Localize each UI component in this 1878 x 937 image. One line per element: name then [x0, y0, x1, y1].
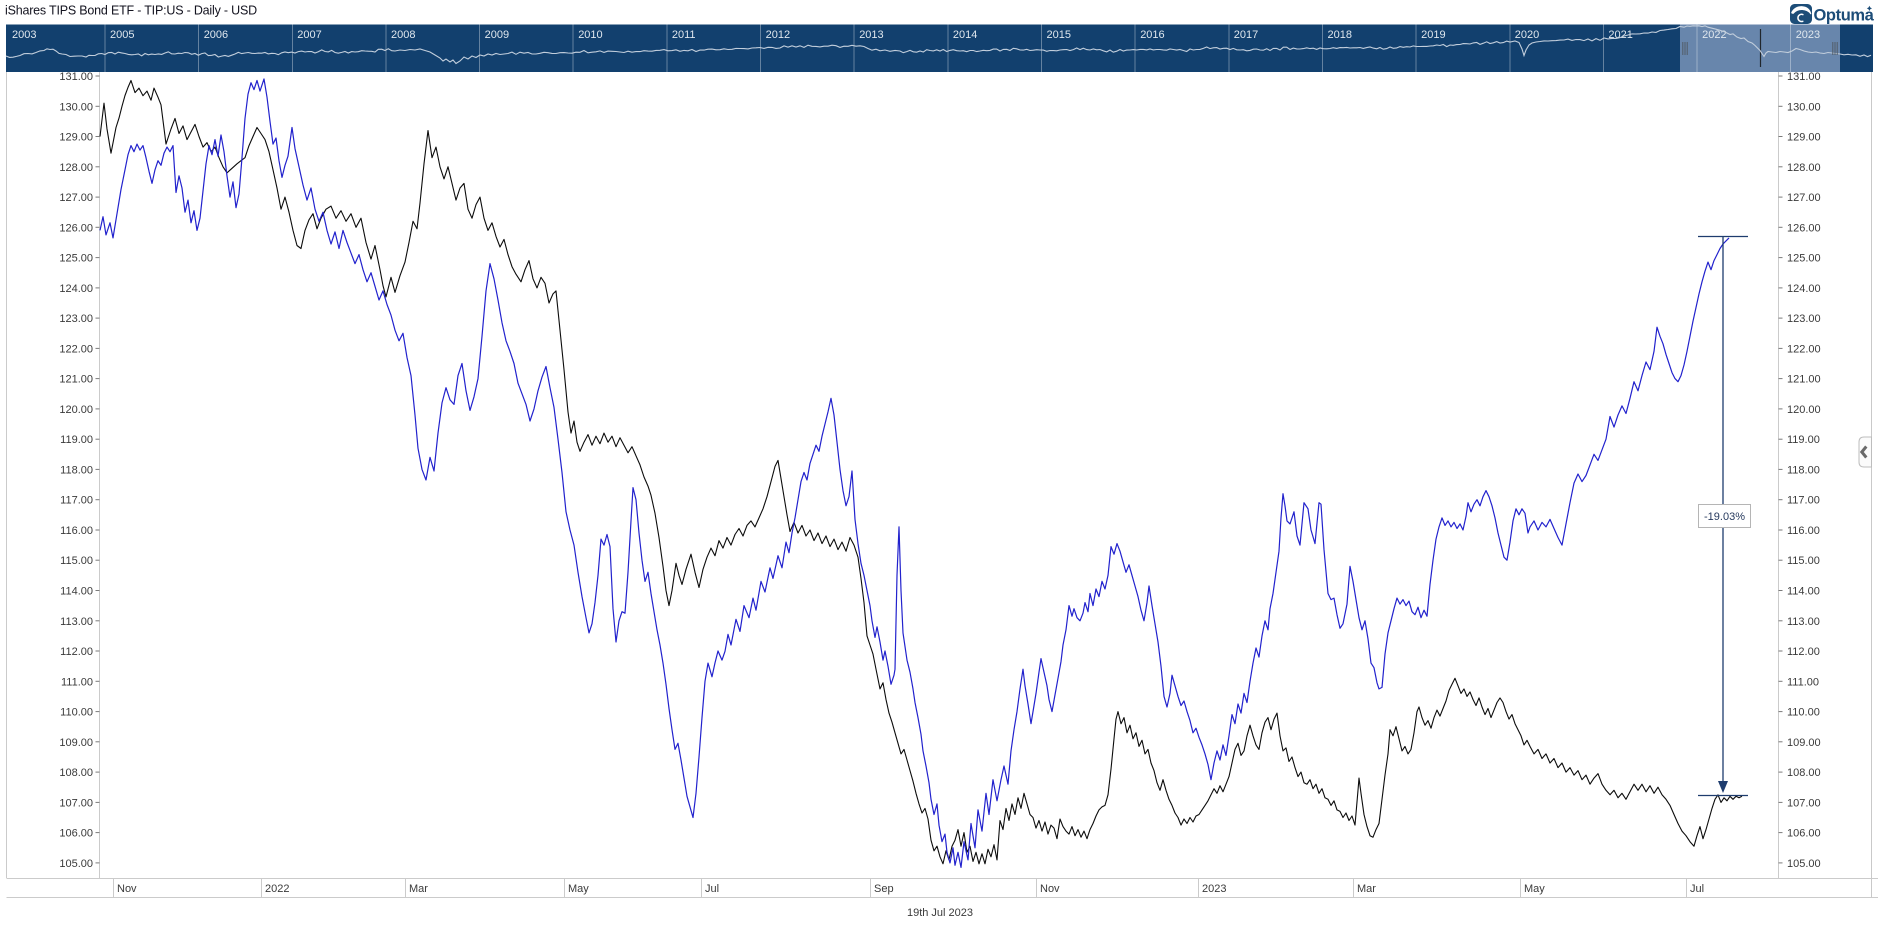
- svg-text:129.00: 129.00: [59, 132, 93, 144]
- svg-text:113.00: 113.00: [60, 616, 93, 628]
- svg-text:2010: 2010: [578, 29, 602, 41]
- svg-text:121.00: 121.00: [59, 374, 93, 386]
- svg-text:105.00: 105.00: [59, 858, 93, 870]
- svg-text:120.00: 120.00: [59, 404, 93, 416]
- svg-text:118.00: 118.00: [1787, 464, 1820, 476]
- svg-text:109.00: 109.00: [59, 737, 93, 749]
- svg-text:128.00: 128.00: [1787, 162, 1821, 174]
- svg-text:131.00: 131.00: [1787, 71, 1821, 83]
- svg-text:2013: 2013: [859, 29, 883, 41]
- svg-text:2003: 2003: [12, 29, 36, 41]
- svg-text:Mar: Mar: [409, 883, 428, 895]
- svg-text:2014: 2014: [953, 29, 977, 41]
- svg-text:126.00: 126.00: [59, 222, 93, 234]
- svg-text:110.00: 110.00: [60, 707, 93, 719]
- svg-text:128.00: 128.00: [59, 162, 93, 174]
- svg-text:127.00: 127.00: [1787, 192, 1821, 204]
- svg-text:126.00: 126.00: [1787, 222, 1821, 234]
- svg-text:2009: 2009: [485, 29, 509, 41]
- svg-text:113.00: 113.00: [1787, 616, 1820, 628]
- svg-text:112.00: 112.00: [60, 646, 93, 658]
- svg-text:2022: 2022: [265, 883, 289, 895]
- svg-text:Jul: Jul: [1690, 883, 1704, 895]
- svg-text:117.00: 117.00: [1787, 495, 1820, 507]
- svg-text:105.00: 105.00: [1787, 858, 1821, 870]
- svg-text:115.00: 115.00: [60, 555, 93, 567]
- svg-text:2008: 2008: [391, 29, 415, 41]
- svg-text:122.00: 122.00: [1787, 343, 1821, 355]
- svg-text:129.00: 129.00: [1787, 132, 1821, 144]
- svg-text:130.00: 130.00: [1787, 101, 1821, 113]
- svg-text:124.00: 124.00: [1787, 283, 1821, 295]
- svg-text:124.00: 124.00: [59, 283, 93, 295]
- svg-text:2019: 2019: [1421, 29, 1445, 41]
- svg-text:119.00: 119.00: [1787, 434, 1820, 446]
- svg-text:2023: 2023: [1796, 29, 1820, 41]
- svg-text:123.00: 123.00: [59, 313, 93, 325]
- svg-text:119.00: 119.00: [60, 434, 93, 446]
- svg-text:106.00: 106.00: [1787, 828, 1821, 840]
- svg-text:Nov: Nov: [1040, 883, 1060, 895]
- svg-text:131.00: 131.00: [59, 71, 93, 83]
- svg-text:111.00: 111.00: [61, 676, 93, 688]
- svg-text:109.00: 109.00: [1787, 737, 1821, 749]
- svg-text:116.00: 116.00: [60, 525, 93, 537]
- svg-text:114.00: 114.00: [60, 586, 93, 598]
- svg-text:Jul: Jul: [705, 883, 719, 895]
- svg-text:114.00: 114.00: [1787, 586, 1820, 598]
- svg-text:2016: 2016: [1140, 29, 1164, 41]
- svg-text:110.00: 110.00: [1787, 707, 1820, 719]
- svg-text:115.00: 115.00: [1787, 555, 1820, 567]
- svg-text:2022: 2022: [1702, 29, 1726, 41]
- svg-text:130.00: 130.00: [59, 101, 93, 113]
- svg-text:2006: 2006: [204, 29, 228, 41]
- svg-text:107.00: 107.00: [59, 797, 93, 809]
- svg-text:May: May: [1524, 883, 1545, 895]
- svg-text:112.00: 112.00: [1787, 646, 1820, 658]
- svg-text:123.00: 123.00: [1787, 313, 1821, 325]
- svg-text:117.00: 117.00: [60, 495, 93, 507]
- svg-text:Optuma: Optuma: [1814, 7, 1875, 25]
- svg-text:2015: 2015: [1047, 29, 1071, 41]
- svg-text:2005: 2005: [110, 29, 134, 41]
- svg-text:118.00: 118.00: [60, 464, 93, 476]
- svg-text:111.00: 111.00: [1787, 676, 1819, 688]
- svg-text:2017: 2017: [1234, 29, 1258, 41]
- svg-text:108.00: 108.00: [59, 767, 93, 779]
- svg-text:107.00: 107.00: [1787, 797, 1821, 809]
- svg-text:125.00: 125.00: [1787, 253, 1821, 265]
- svg-text:108.00: 108.00: [1787, 767, 1821, 779]
- svg-text:127.00: 127.00: [59, 192, 93, 204]
- svg-text:19th Jul 2023: 19th Jul 2023: [907, 907, 973, 919]
- svg-text:125.00: 125.00: [59, 253, 93, 265]
- svg-text:iShares TIPS Bond ETF - TIP:US: iShares TIPS Bond ETF - TIP:US - Daily -…: [5, 4, 257, 18]
- svg-text:-19.03%: -19.03%: [1704, 511, 1745, 523]
- svg-text:2012: 2012: [766, 29, 790, 41]
- svg-text:2011: 2011: [672, 29, 696, 41]
- svg-text:2023: 2023: [1202, 883, 1226, 895]
- svg-text:106.00: 106.00: [59, 828, 93, 840]
- svg-text:121.00: 121.00: [1787, 374, 1821, 386]
- svg-text:120.00: 120.00: [1787, 404, 1821, 416]
- svg-text:116.00: 116.00: [1787, 525, 1820, 537]
- svg-text:2007: 2007: [297, 29, 321, 41]
- svg-text:Sep: Sep: [874, 883, 894, 895]
- svg-text:122.00: 122.00: [59, 343, 93, 355]
- svg-text:2020: 2020: [1515, 29, 1539, 41]
- svg-text:May: May: [568, 883, 589, 895]
- svg-text:2018: 2018: [1328, 29, 1352, 41]
- svg-text:Mar: Mar: [1357, 883, 1376, 895]
- svg-text:Nov: Nov: [117, 883, 137, 895]
